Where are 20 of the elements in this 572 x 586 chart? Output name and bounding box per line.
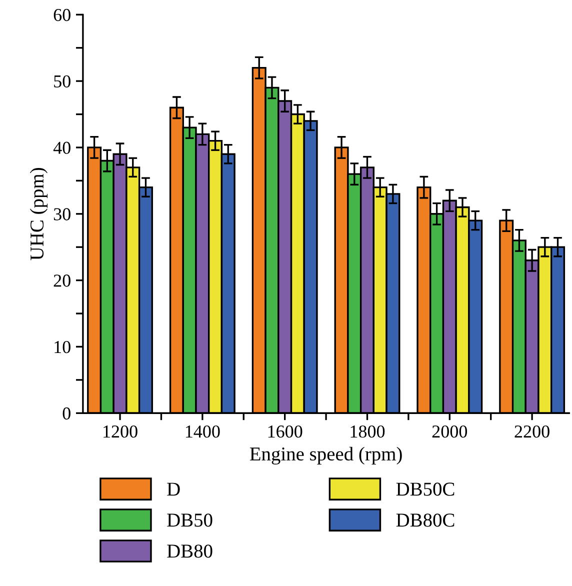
x-tick-label: 1600 bbox=[268, 425, 302, 438]
legend-label: D bbox=[167, 482, 180, 496]
y-tick-label: 0 bbox=[62, 407, 70, 420]
y-tick-label: 50 bbox=[54, 75, 70, 88]
legend-label: DB80C bbox=[396, 514, 454, 527]
y-tick-label: 30 bbox=[54, 208, 70, 220]
y-tick-label: 60 bbox=[54, 8, 70, 22]
x-tick-label: 1200 bbox=[104, 425, 138, 438]
x-tick-label: 1800 bbox=[350, 425, 385, 438]
y-tick-label: 10 bbox=[54, 340, 70, 354]
legend-label: DB50 bbox=[167, 514, 212, 527]
x-axis-title: Engine speed (rpm) bbox=[250, 446, 402, 465]
x-tick-label: 2200 bbox=[514, 425, 550, 438]
y-tick-label: 40 bbox=[53, 142, 70, 154]
x-tick-label: 1400 bbox=[186, 425, 220, 438]
x-tick-label: 2000 bbox=[432, 425, 468, 438]
legend-label: DB50C bbox=[396, 482, 454, 496]
legend-label: DB80 bbox=[167, 544, 212, 558]
y-tick-label: 20 bbox=[54, 274, 70, 287]
y-axis-title: UHC (ppm) bbox=[30, 168, 48, 260]
